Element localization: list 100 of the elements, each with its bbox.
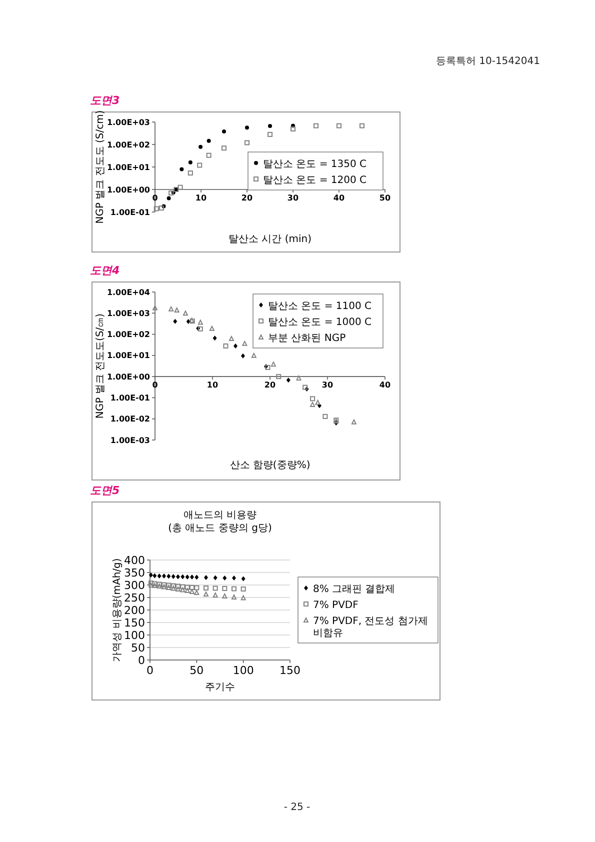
y-tick-label: 300	[124, 578, 145, 592]
point	[360, 123, 364, 128]
y-tick-label: 50	[131, 641, 145, 654]
point	[241, 576, 246, 582]
point	[176, 584, 180, 589]
point	[197, 162, 202, 168]
x-tick-label: 50	[379, 194, 391, 202]
point	[152, 581, 158, 586]
point	[310, 396, 316, 402]
x-tick-label: 30	[322, 380, 334, 390]
legend-label: 탈산소 온도 = 1100 C	[268, 301, 372, 312]
point	[166, 574, 171, 579]
point	[232, 594, 236, 600]
point	[157, 574, 162, 578]
x-axis-title: 산소 함량(중량%)	[230, 460, 310, 471]
x-tick-label: 10	[206, 380, 218, 390]
point	[176, 574, 180, 580]
x-tick-label: 100	[232, 664, 254, 677]
point	[244, 140, 250, 146]
point	[166, 585, 172, 590]
y-tick-label: 150	[124, 616, 145, 630]
point	[204, 586, 208, 590]
point	[185, 574, 190, 580]
point	[232, 586, 236, 592]
y-tick-label: 0	[138, 654, 145, 667]
point	[194, 590, 200, 595]
y-tick-label: 200	[124, 604, 145, 617]
y-tick-label: 1.00E+02	[106, 330, 150, 340]
y-tick-label: 100	[124, 628, 145, 642]
legend-label: 탈산소 온도 = 1000 C	[268, 317, 372, 328]
point	[188, 170, 193, 176]
point	[322, 414, 328, 419]
point	[212, 586, 218, 591]
y-axis-title: 가역성 비용량(mAh/g)	[112, 558, 123, 662]
legend-label: 7% PVDF	[313, 600, 359, 611]
point	[251, 352, 256, 358]
legend-label: 탈산소 온도 = 1350 C	[263, 159, 367, 170]
point	[168, 306, 174, 312]
point	[190, 585, 194, 590]
y-tick-label: 1.00E+01	[106, 162, 150, 172]
point	[148, 580, 154, 586]
text: - 25 -	[284, 802, 311, 813]
point	[148, 572, 153, 578]
point	[222, 146, 226, 151]
point	[204, 575, 208, 580]
point	[152, 583, 158, 588]
y-tick-label: 1.00E+03	[106, 118, 150, 127]
point	[212, 592, 218, 598]
point	[184, 588, 190, 593]
x-tick-label: 0	[152, 194, 158, 202]
legend-label: 8% 그래핀 결합제	[313, 584, 396, 595]
point	[206, 138, 211, 143]
y-tick-label: 350	[124, 566, 145, 580]
point	[222, 586, 228, 591]
point	[286, 378, 290, 383]
y-tick-label: 1.00E-01	[110, 394, 150, 403]
point	[198, 320, 203, 325]
point	[206, 152, 212, 158]
point	[232, 576, 236, 580]
point	[270, 362, 276, 367]
x-tick-label: 40	[333, 194, 345, 202]
point	[152, 573, 157, 578]
point	[222, 594, 228, 598]
point	[168, 190, 174, 196]
point	[245, 126, 249, 130]
x-tick-label: 20	[241, 194, 253, 202]
point	[198, 144, 203, 149]
point	[223, 343, 228, 348]
x-tick-label: 20	[264, 380, 276, 390]
chart-title: 도면5	[90, 484, 120, 497]
y-tick-label: 1.00E+00	[106, 372, 150, 382]
chart-title: 도면4	[90, 264, 120, 277]
point	[162, 582, 166, 588]
point	[234, 343, 238, 348]
point	[290, 126, 296, 132]
point	[194, 585, 200, 590]
x-axis-title: 탈산소 시간 (min)	[228, 234, 312, 245]
point	[268, 132, 272, 137]
x-tick-label: 0	[152, 380, 158, 390]
point	[180, 587, 186, 592]
point	[171, 574, 176, 579]
x-tick-label: 150	[280, 664, 300, 677]
point	[174, 308, 180, 313]
point	[310, 402, 316, 407]
point	[314, 123, 318, 128]
x-tick-label: 10	[195, 194, 207, 202]
point	[222, 129, 226, 134]
point	[240, 353, 245, 358]
point	[198, 326, 203, 332]
point	[240, 595, 246, 600]
point	[184, 584, 190, 590]
y-axis-title: NGP 벌크 전도도(S/㎝)	[95, 313, 106, 419]
chart-subtitle: 애노드의 비용량 (총 애노드 중량의 g당)	[168, 510, 272, 534]
y-tick-label: 1.00E+00	[106, 185, 150, 194]
y-tick-label: 1.00E-03	[110, 436, 150, 445]
legend-label: 탈산소 온도 = 1200 C	[263, 175, 367, 186]
chart-title: 도면3	[90, 94, 120, 107]
point	[351, 419, 356, 424]
point	[242, 340, 248, 346]
x-tick-label: 50	[190, 664, 204, 677]
